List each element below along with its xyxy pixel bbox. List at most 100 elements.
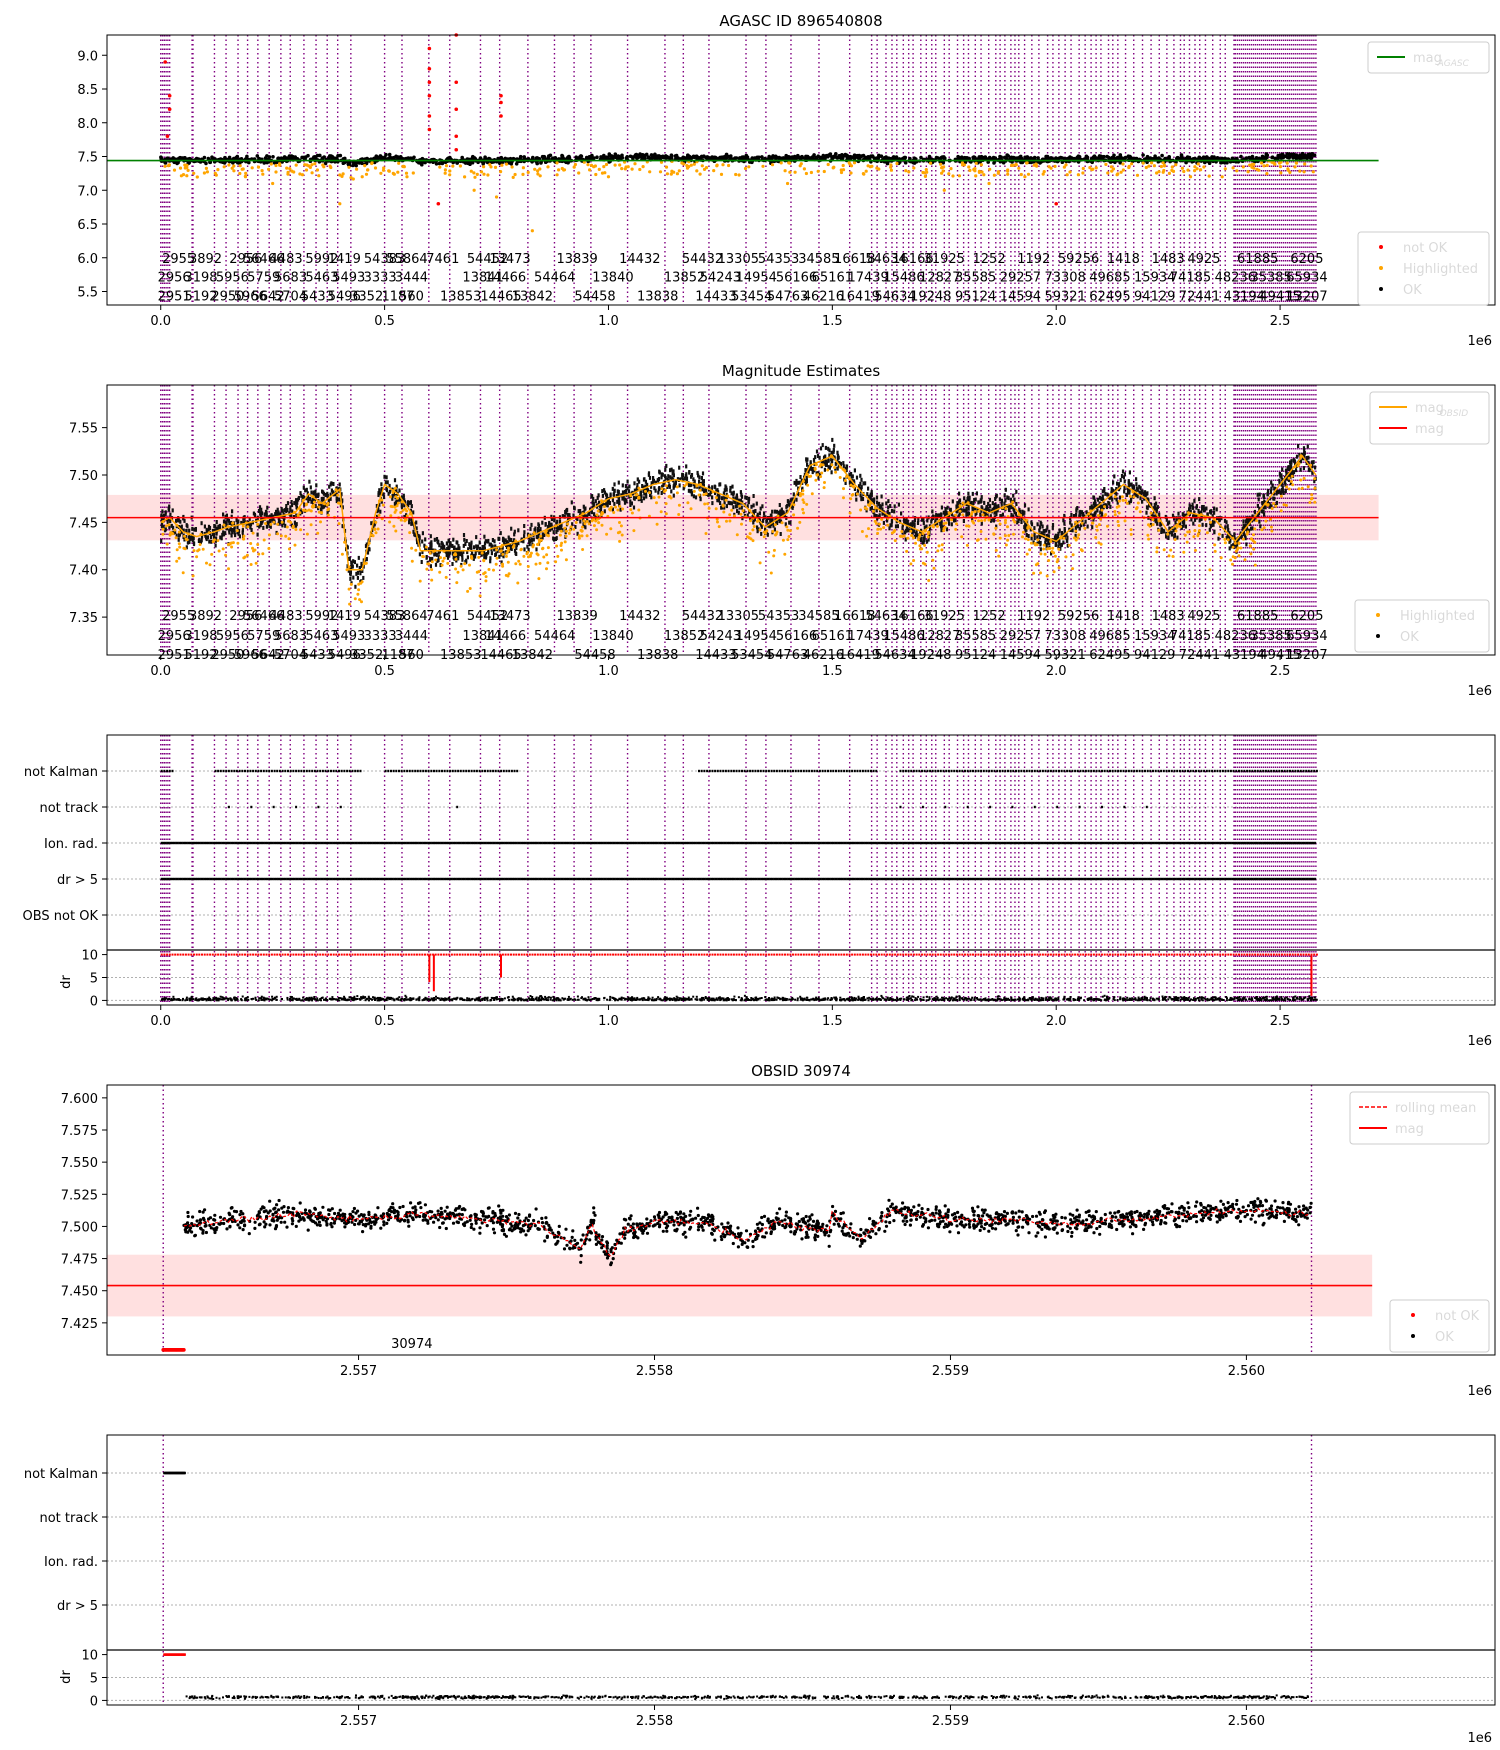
highlighted-point — [458, 164, 462, 168]
not-ok-point — [427, 93, 432, 98]
ok-point — [1198, 157, 1202, 161]
ok-point — [922, 536, 925, 541]
ok-point — [245, 154, 249, 159]
ok-point — [452, 537, 455, 542]
ok-point — [1179, 153, 1184, 157]
ok-point — [828, 448, 831, 453]
highlighted-point — [618, 163, 622, 167]
ok-point — [623, 500, 627, 505]
ok-point — [1287, 154, 1292, 158]
ok-point — [992, 161, 996, 165]
ok-point — [167, 506, 170, 511]
ok-point — [824, 445, 827, 450]
ok-point — [312, 155, 317, 160]
ok-point — [577, 509, 580, 514]
ok-point — [631, 156, 635, 161]
ok-point — [352, 575, 355, 580]
highlighted-point — [1068, 170, 1072, 174]
ok-point — [478, 540, 481, 545]
highlighted-point — [1017, 166, 1021, 170]
ok-point — [468, 162, 472, 166]
ok-point — [1273, 156, 1277, 161]
ok-point — [1184, 156, 1188, 161]
ok-point — [1054, 533, 1057, 538]
ok-point — [1005, 153, 1009, 157]
ok-point — [1038, 535, 1041, 540]
highlighted-point — [852, 161, 857, 165]
ok-point — [1010, 513, 1013, 517]
ok-point — [1138, 484, 1141, 489]
ok-point — [781, 156, 786, 160]
highlighted-point — [923, 174, 928, 178]
ok-point — [208, 539, 211, 544]
highlighted-point — [489, 165, 493, 169]
not-ok-point — [427, 80, 432, 85]
highlighted-point — [692, 162, 696, 166]
highlighted-point — [402, 165, 406, 169]
ok-point — [523, 534, 526, 539]
highlighted-point — [586, 163, 590, 167]
ok-point — [535, 547, 538, 552]
ok-point — [672, 493, 675, 498]
ok-point — [485, 160, 490, 165]
ok-point — [1263, 155, 1267, 160]
highlighted-point — [1174, 163, 1178, 167]
not-ok-point — [427, 127, 432, 132]
highlighted-point — [486, 173, 490, 177]
ok-point — [1121, 156, 1125, 161]
ok-point — [1116, 481, 1119, 486]
ok-point — [315, 153, 320, 158]
ok-point — [1302, 466, 1305, 471]
ok-point — [1262, 495, 1266, 500]
ok-point — [384, 152, 388, 157]
ok-point — [977, 500, 980, 505]
ok-point — [931, 509, 934, 514]
ok-point — [896, 524, 899, 529]
highlighted-point — [391, 171, 395, 175]
ok-point — [265, 524, 268, 529]
ok-point — [967, 511, 971, 516]
highlighted-point — [770, 163, 775, 167]
ok-point — [724, 152, 729, 157]
ok-point — [1177, 511, 1180, 516]
ok-point — [488, 542, 491, 547]
ok-point — [657, 478, 660, 483]
ok-point — [1242, 523, 1245, 528]
highlighted-point — [1248, 163, 1252, 167]
ok-point — [451, 562, 454, 566]
ok-point — [573, 505, 576, 510]
ok-point — [629, 503, 632, 507]
ok-point — [177, 156, 182, 161]
ok-point — [483, 541, 487, 546]
highlighted-point — [687, 165, 691, 169]
ok-point — [1205, 523, 1208, 528]
highlighted-point — [163, 164, 167, 168]
highlighted-point — [227, 163, 231, 167]
highlighted-point — [949, 167, 953, 171]
ok-point — [338, 482, 341, 487]
ok-point — [322, 496, 325, 501]
highlighted-point — [370, 161, 374, 165]
highlighted-point — [704, 166, 709, 170]
ok-point — [508, 537, 511, 542]
ok-point — [1010, 505, 1013, 510]
ok-point — [1086, 524, 1089, 529]
ok-point — [974, 497, 977, 502]
highlighted-point — [589, 163, 594, 167]
ok-point — [437, 161, 442, 166]
highlighted-point — [1152, 164, 1156, 168]
highlighted-point — [1130, 162, 1134, 166]
ok-point — [307, 499, 310, 504]
highlighted-point — [538, 167, 542, 171]
highlighted-point — [1252, 162, 1256, 166]
ok-point — [556, 527, 559, 532]
highlighted-point — [521, 172, 525, 176]
ok-point — [1020, 160, 1025, 165]
ok-point — [472, 545, 476, 550]
ok-point — [688, 470, 691, 474]
ok-point — [1201, 506, 1204, 511]
ok-point — [1250, 154, 1255, 159]
ok-point — [1198, 497, 1201, 502]
highlighted-point — [1278, 165, 1283, 169]
ok-point — [1258, 519, 1261, 524]
